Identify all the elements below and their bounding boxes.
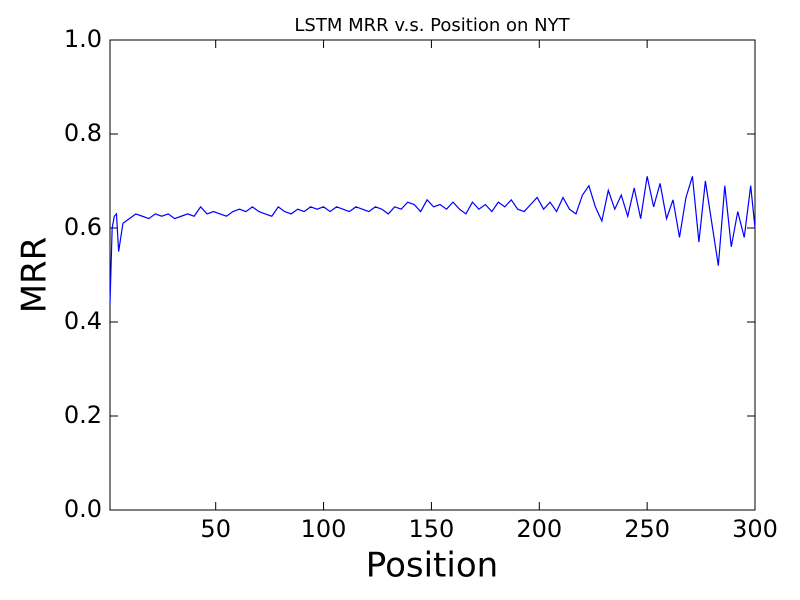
plot-frame (109, 39, 756, 511)
x-tick-label: 200 (516, 515, 562, 543)
y-tick-label: 0.0 (64, 495, 102, 523)
y-tick-label: 0.4 (64, 307, 102, 335)
x-tick-label: 50 (200, 515, 231, 543)
x-tick-label: 300 (732, 515, 778, 543)
y-tick-label: 0.8 (64, 119, 102, 147)
chart-title: LSTM MRR v.s. Position on NYT (294, 15, 570, 36)
y-tick-label: 0.2 (64, 401, 102, 429)
data-line (109, 176, 756, 304)
y-tick-label: 0.6 (64, 213, 102, 241)
y-tick-label: 1.0 (64, 25, 102, 53)
x-axis-label: Position (366, 546, 498, 586)
x-tick-label: 150 (409, 515, 455, 543)
x-tick-label: 250 (624, 515, 670, 543)
x-tick-label: 100 (301, 515, 347, 543)
y-axis-label: MRR (15, 237, 55, 314)
